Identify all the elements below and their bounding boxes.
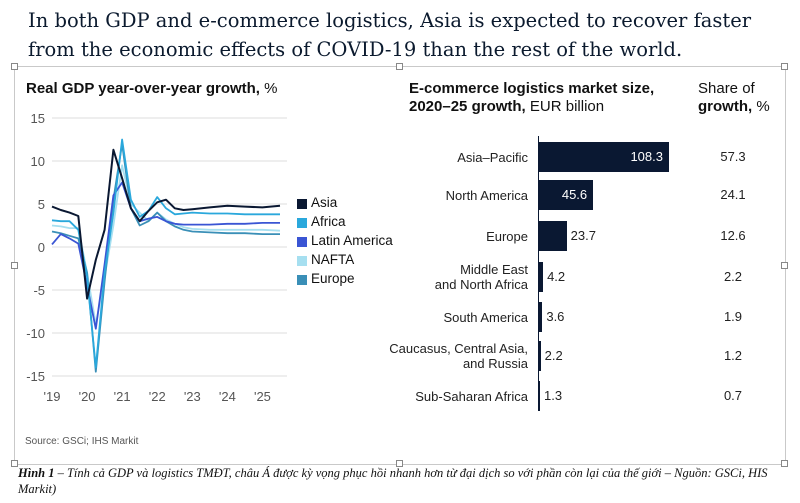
bar-value-label: 108.3 xyxy=(630,149,663,164)
caption-text: – Tính cả GDP và logistics TMĐT, châu Á … xyxy=(18,466,768,496)
share-title: Share of growth, % xyxy=(698,80,770,116)
share-value: 0.7 xyxy=(723,388,743,403)
bar xyxy=(538,180,594,210)
legend-label-asia: Asia xyxy=(311,195,338,210)
resize-handle[interactable] xyxy=(781,63,788,70)
category-label: Europe xyxy=(486,228,528,244)
resize-handle[interactable] xyxy=(781,262,788,269)
resize-handle[interactable] xyxy=(11,460,18,467)
y-tick-label: -15 xyxy=(26,369,45,384)
source-note: Source: GSCi; IHS Markit xyxy=(25,436,139,447)
category-label: Asia–Pacific xyxy=(457,149,528,165)
y-tick-label: 10 xyxy=(31,154,45,169)
legend-label-africa: Africa xyxy=(311,214,346,229)
figure-caption: Hình 1 – Tính cả GDP và logistics TMĐT, … xyxy=(18,465,793,497)
series-line-asia xyxy=(51,148,281,300)
y-tick-label: 0 xyxy=(38,240,45,255)
bar-title-line2: 2020–25 growth, xyxy=(409,98,526,115)
share-title-bold: growth, xyxy=(698,98,753,115)
resize-handle[interactable] xyxy=(396,460,403,467)
bar xyxy=(538,341,541,371)
series-line-nafta xyxy=(51,164,281,326)
gdp-title-unit: % xyxy=(259,80,278,97)
bar xyxy=(538,381,540,411)
x-tick-label: '24 xyxy=(219,389,236,404)
share-value: 57.3 xyxy=(720,149,746,164)
x-tick-label: '25 xyxy=(254,389,271,404)
resize-handle[interactable] xyxy=(781,460,788,467)
category-label: Middle East and North Africa xyxy=(434,262,528,292)
category-label: Sub-Saharan Africa xyxy=(415,388,528,404)
share-value: 12.6 xyxy=(720,228,746,243)
category-label: North America xyxy=(445,187,528,203)
bar xyxy=(538,262,544,292)
gdp-chart-title: Real GDP year-over-year growth, % xyxy=(26,80,278,97)
legend-label-nafta: NAFTA xyxy=(311,252,355,267)
caption-label: Hình 1 xyxy=(18,466,55,480)
bar-title-line1: E-commerce logistics market size, xyxy=(409,80,655,97)
legend-swatch-nafta xyxy=(297,256,307,266)
series-line-europe xyxy=(51,142,280,373)
resize-handle[interactable] xyxy=(396,63,403,70)
bar xyxy=(538,302,543,332)
legend-label-latin-america: Latin America xyxy=(311,233,393,248)
x-tick-label: '22 xyxy=(149,389,166,404)
y-tick-label: 5 xyxy=(38,197,45,212)
legend-swatch-africa xyxy=(297,218,307,228)
resize-handle[interactable] xyxy=(11,63,18,70)
x-tick-label: '20 xyxy=(79,389,96,404)
legend-swatch-asia xyxy=(297,199,307,209)
bar-value-label: 4.2 xyxy=(547,269,566,284)
bar-value-label: 3.6 xyxy=(546,309,565,324)
bar xyxy=(538,142,669,172)
bar xyxy=(538,221,567,251)
x-tick-label: '23 xyxy=(184,389,201,404)
category-label: South America xyxy=(443,309,528,325)
share-title-unit: % xyxy=(752,98,770,115)
gdp-title-bold: Real GDP year-over-year growth, xyxy=(26,80,260,97)
share-value: 1.9 xyxy=(723,309,743,324)
bar-value-label: 1.3 xyxy=(544,388,563,403)
y-tick-label: -10 xyxy=(26,326,45,341)
legend-swatch-latin-america xyxy=(297,237,307,247)
legend-swatch-europe xyxy=(297,275,307,285)
legend-label-europe: Europe xyxy=(311,271,355,286)
y-tick-label: -5 xyxy=(33,283,45,298)
resize-handle[interactable] xyxy=(11,262,18,269)
bar-title-unit: EUR billion xyxy=(525,98,605,115)
chart-title: In both GDP and e-commerce logistics, As… xyxy=(28,9,752,61)
share-value: 1.2 xyxy=(723,348,743,363)
x-tick-label: '19 xyxy=(44,389,61,404)
bar-value-label: 45.6 xyxy=(561,187,588,202)
share-value: 2.2 xyxy=(723,269,743,284)
x-tick-label: '21 xyxy=(114,389,131,404)
bar-value-label: 23.7 xyxy=(570,228,596,243)
category-label: Caucasus, Central Asia, and Russia xyxy=(389,341,528,371)
bar-value-label: 2.2 xyxy=(544,348,563,363)
share-title-line1: Share of xyxy=(698,80,755,97)
bar-chart-title: E-commerce logistics market size, 2020–2… xyxy=(409,80,654,116)
y-tick-label: 15 xyxy=(31,111,45,126)
share-value: 24.1 xyxy=(720,187,746,202)
